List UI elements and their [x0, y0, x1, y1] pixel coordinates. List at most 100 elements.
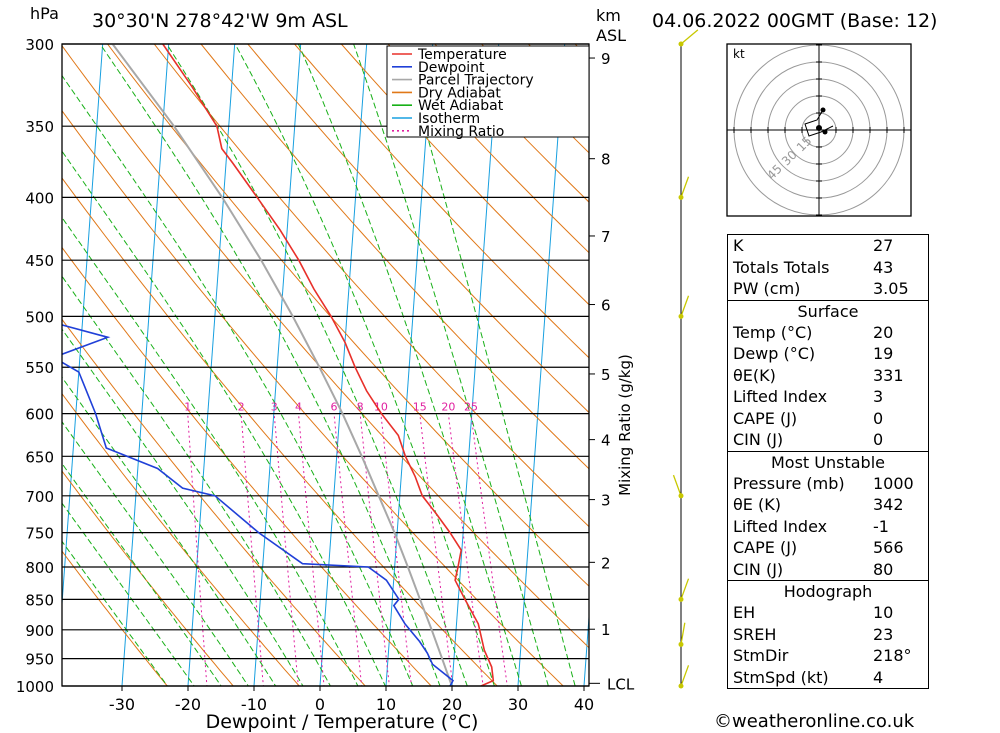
mixing-ratio-label: 6: [331, 401, 338, 414]
dry-adiabat-line: [153, 44, 589, 528]
index-row-k: K 27: [733, 236, 894, 255]
hodograph-table-title: Hodograph: [783, 582, 873, 601]
legend-entry: Dewpoint: [418, 60, 485, 76]
mu-row-cape: CAPE (J) 566: [733, 538, 904, 557]
mixing-ratio-line: [298, 413, 325, 686]
pressure-tick-label: 900: [25, 622, 54, 640]
pressure-unit-label: hPa: [30, 4, 59, 23]
dry-adiabat-line: [62, 550, 168, 686]
mixing-ratio-line: [333, 413, 363, 686]
temp-tick-label: -30: [109, 695, 135, 714]
temp-tick-label: 0: [315, 695, 325, 714]
legend-entry: Temperature: [417, 47, 507, 63]
wind-barb: [680, 176, 690, 198]
isotherm-line: [648, 26, 698, 712]
surface-row-lifted-index: Lifted Index 3: [733, 387, 884, 406]
dry-adiabat-line: [62, 470, 234, 686]
parcel-trajectory-line: [111, 44, 452, 684]
legend-entry: Dry Adiabat: [418, 85, 501, 101]
wet-adiabat-line: [353, 44, 549, 686]
height-tick-label: 7: [601, 228, 611, 246]
wind-barb: [680, 622, 686, 645]
mixing-ratio-label: 3: [271, 401, 278, 414]
temp-tick-label: -10: [241, 695, 267, 714]
mixing-ratio-label: 25: [464, 401, 478, 414]
mixing-ratio-line: [359, 413, 390, 686]
dry-adiabat-line: [62, 392, 300, 686]
temperature-line: [162, 44, 495, 686]
wet-adiabat-line: [62, 420, 249, 686]
temp-tick-label: 40: [574, 695, 594, 714]
wind-barb: [680, 578, 690, 600]
legend-entry: Isotherm: [418, 111, 480, 127]
pressure-tick-label: 650: [25, 448, 54, 466]
hodograph-point: [820, 107, 826, 113]
surface-row-cin: CIN (J) 0: [733, 430, 884, 449]
datetime-title: 04.06.2022 00GMT (Base: 12): [652, 10, 938, 32]
isotherm-line: [319, 44, 368, 686]
dry-adiabat-line: [62, 44, 589, 649]
wet-adiabat-line: [62, 275, 331, 686]
pressure-tick-label: 550: [25, 359, 54, 377]
wet-adiabat-line: [297, 44, 522, 686]
isotherm-line: [121, 44, 170, 686]
mixing-ratio-label: 10: [374, 401, 388, 414]
legend-box: [386, 45, 590, 138]
mixing-ratio-group: 1 2 3 4 6 8 10 15 20 25: [184, 401, 508, 686]
mixing-ratio-label: 1: [184, 401, 191, 414]
dry-adiabat-line: [340, 44, 589, 306]
location-title: 30°30'N 278°42'W 9m ASL: [92, 10, 348, 32]
x-axis-title: Dewpoint / Temperature (°C): [206, 711, 479, 733]
hodograph-unit-label: kt: [733, 47, 745, 61]
hodo-row-eh: EH 10: [733, 603, 894, 622]
dry-adiabat-line: [62, 318, 366, 686]
index-row-totals: Totals Totals 43: [733, 257, 894, 277]
mixing-ratio-line: [273, 413, 299, 686]
mixing-ratio-label: 15: [413, 401, 427, 414]
indices-panel: K 27 Totals Totals 43 PW (cm) 3.05 Surface …: [727, 234, 929, 689]
index-row-pw: PW (cm) 3.05: [733, 279, 909, 298]
pressure-tick-label: 750: [25, 525, 54, 543]
height-tick-label: 3: [601, 492, 611, 510]
wind-barb: [672, 474, 682, 497]
legend-entry: Parcel Trajectory: [418, 73, 534, 89]
most-unstable-title: Most Unstable: [771, 452, 885, 472]
pressure-tick-label: 800: [25, 559, 54, 577]
pressure-tick-label: 350: [25, 118, 54, 136]
wet-adiabat-line: [234, 44, 495, 686]
height-unit-asl-label: ASL: [596, 26, 627, 45]
height-unit-label: km: [596, 6, 621, 25]
wet-adiabat-line: [400, 44, 576, 686]
height-tick-label: 1: [601, 621, 611, 639]
wet-adiabat-line: [62, 150, 386, 686]
plot-frame: [61, 43, 590, 687]
credit-link[interactable]: ©weatheronline.co.uk: [714, 711, 915, 732]
mixing-ratio-axis-title: Mixing Ratio (g/kg): [616, 354, 634, 496]
temp-tick-label: 20: [442, 695, 462, 714]
mu-row-pressure: Pressure (mb) 1000: [733, 473, 914, 493]
hodo-row-stmspd: StmSpd (kt) 4: [733, 667, 884, 687]
pressure-tick-label: 300: [25, 36, 54, 54]
pressure-tick-label: 450: [25, 252, 54, 270]
height-tick-label: 5: [601, 366, 611, 384]
pressure-tick-label: 600: [25, 406, 54, 424]
dry-adiabat-line: [62, 109, 564, 686]
mixing-ratio-line: [380, 413, 412, 686]
mixing-ratio-label: 8: [357, 401, 364, 414]
pressure-tick-label: 850: [25, 591, 54, 609]
surface-title: Surface: [797, 301, 859, 321]
dry-adiabat-line: [106, 44, 589, 587]
wet-adiabat-line: [62, 540, 168, 686]
hodograph-point: [816, 125, 822, 131]
mu-row-lifted-index: Lifted Index -1: [733, 516, 889, 536]
mixing-ratio-label: 2: [238, 401, 245, 414]
mixing-ratio-label: 20: [441, 401, 455, 414]
dry-adiabat-line: [62, 177, 498, 686]
dry-adiabat-line: [387, 44, 589, 254]
wet-adiabat-line: [62, 376, 277, 686]
surface-row-temp: Temp (°C) 20: [733, 322, 894, 342]
pressure-tick-label: 700: [25, 488, 54, 506]
legend-entry: Wet Adiabat: [418, 98, 504, 114]
